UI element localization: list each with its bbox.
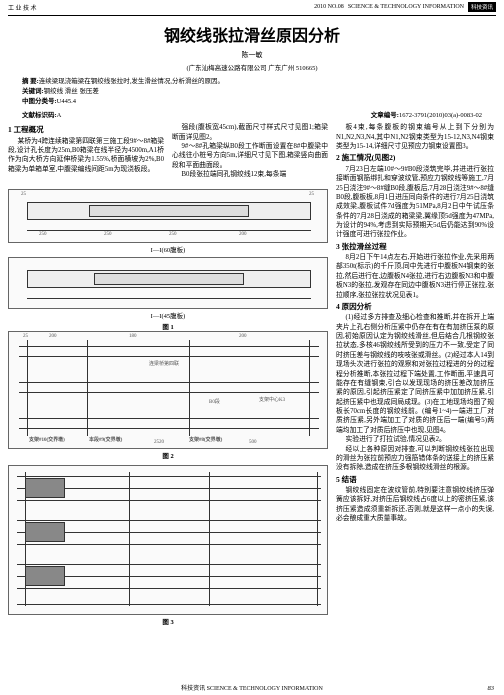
fig1-dim-1: 250 — [104, 232, 112, 237]
section-4-p3: 经以上各种原因对排查,可以判断钢绞线张拉出现的滑丝为张拉前预应力强筋错体条的送接… — [336, 445, 494, 473]
fig2-dim-3: 200 — [239, 334, 247, 339]
fig3-caption: 图 3 — [8, 616, 328, 626]
fig2-dim-1: 200 — [49, 334, 57, 339]
section-1b-p3: B0段张拉端同孔钢绞线12束,每条端 — [172, 170, 328, 179]
fig1-dim-4: 25 — [21, 192, 26, 197]
affiliation: (广东汕梅高速公路有限公司 广东广州 510665) — [0, 62, 504, 72]
page-header: 工 业 技 术 2010 NO.08 SCIENCE & TECHNOLOGY … — [0, 0, 504, 14]
section-1b-p2: 9#～8#孔箱梁纵B0段工作断面设置在8#中腹梁中心线往小桩号方向5m,详细尺寸… — [172, 142, 328, 170]
classification-line: 文献标识码:A 文章编号:1672-3791(2010)03(a)-0083-0… — [22, 109, 482, 119]
abstract-label: 摘 要: — [22, 78, 39, 85]
fig1-sub2: I—I(45腹板) — [8, 310, 328, 320]
docflag-label: 文献标识码: — [22, 112, 57, 119]
docflag-value: A — [57, 112, 62, 119]
header-rule — [8, 15, 496, 16]
section-1b-p1: 强段(腹板宽45cm),截面尺寸样式尺寸见图1;箱梁断面详见图2。 — [172, 123, 328, 142]
abstract-text: 连续梁现浇箱梁在钢绞线张拉时,发生滑丝情况,分析滑丝的原因。 — [39, 78, 224, 85]
abstract-block: 摘 要:连续梁现浇箱梁在钢绞线张拉时,发生滑丝情况,分析滑丝的原因。 关键词:钢… — [22, 78, 482, 106]
section-5-heading: 5 结语 — [336, 475, 494, 485]
section-3-heading: 3 张拉滑丝过程 — [336, 242, 494, 252]
fig2-label-1: 本段#9(交界墩) — [89, 436, 122, 443]
fig2-dim-6: B0段 — [209, 398, 220, 405]
section-1c-p1: 板4束,每条腹板的钢束编号从上到下分别为N1,N2,N3,N4,其中N1,N2钢… — [336, 123, 494, 151]
fig2-dim-5: 2520 — [154, 440, 164, 445]
figure-2: 25 200 180 200 支架#10(交界墩) 本段#9(交界墩) 连梁桥第… — [8, 331, 328, 460]
figure-3: 图 3 — [8, 465, 328, 626]
fig1-dim-3: 200 — [239, 232, 247, 237]
header-category: 工 业 技 术 — [8, 3, 37, 12]
section-3-p1: 8月2日下午14点左右,开始进行张拉作业,先采用两部350t(标示)的千斤顶,同… — [336, 253, 494, 300]
journal-badge: 科技资讯 — [468, 2, 496, 12]
fig2-label-0: 支架#10(交界墩) — [29, 436, 65, 443]
articleno-value: 1672-3791(2010)03(a)-0083-02 — [399, 112, 482, 119]
column-1: 1 工程概况 某桥为4跨连续箱梁第四联第三施工段9#～8#箱梁段,设计孔长度为2… — [8, 123, 164, 174]
section-5-p1: 钢绞线固定在波纹管前,特别要注意钢绞线挤压弹簧应该拆好,对挤压后钢绞线占6度以上… — [336, 486, 494, 524]
keywords-label: 关键词: — [22, 88, 44, 95]
section-2-heading: 2 施工情况(见图2) — [336, 153, 494, 163]
fig1-dim-0: 250 — [39, 232, 47, 237]
header-right: 2010 NO.08 SCIENCE & TECHNOLOGY INFORMAT… — [314, 2, 496, 12]
section-4-heading: 4 原因分析 — [336, 302, 494, 312]
section-4-p1: (1)经过多方排查及细心检查和推断,并在拆开上端夹片上孔右侧分析压紧中仍存在有在… — [336, 313, 494, 435]
fig2-label-4: 支架中心K3 — [259, 396, 285, 403]
articleno-label: 文章编号: — [371, 112, 399, 119]
column-3: 板4束,每条腹板的钢束编号从上到下分别为N1,N2,N3,N4,其中N1,N2钢… — [336, 123, 494, 523]
fig1-dim-2: 250 — [169, 232, 177, 237]
section-1-heading: 1 工程概况 — [8, 125, 164, 135]
fig2-dim-2: 180 — [129, 334, 137, 339]
fig2-dim-0: 25 — [23, 334, 28, 339]
clc-label: 中图分类号: — [22, 98, 57, 105]
section-2-p1: 7月23日左端10#～9#B0段浇筑完毕,并进进行张拉接断面钢筋绑扎和穿波纹管,… — [336, 165, 494, 240]
keywords-text: 钢绞线 滑丝 张压差 — [44, 88, 99, 95]
column-2: 强段(腹板宽45cm),截面尺寸样式尺寸见图1;箱梁断面详见图2。 9#～8#孔… — [172, 123, 328, 179]
fig2-label-3: 支架#8(交界墩) — [189, 436, 222, 443]
journal-en: SCIENCE & TECHNOLOGY INFORMATION — [348, 4, 464, 10]
fig1-sub1: I—I(60腹板) — [8, 244, 328, 254]
fig2-label-2: 连梁桥第四联 — [149, 360, 179, 367]
fig1-caption: 图 1 — [8, 321, 328, 331]
issue-no: 2010 NO.08 — [314, 4, 344, 10]
section-1-p1: 某桥为4跨连续箱梁第四联第三施工段9#～8#箱梁段,设计孔长度为25m,B0箱梁… — [8, 137, 164, 175]
page-number: 83 — [488, 685, 495, 692]
fig2-caption: 图 2 — [8, 450, 328, 460]
article-title: 钢绞线张拉滑丝原因分析 — [0, 22, 504, 46]
author-name: 陈一敏 — [0, 50, 504, 60]
page-footer: 科技资讯 SCIENCE & TECHNOLOGY INFORMATION — [0, 683, 504, 692]
fig1-dim-5: 25 — [309, 192, 314, 197]
figure-1: 250 250 250 200 25 25 I—I(60腹板) I—I(45腹板… — [8, 189, 328, 331]
fig2-dim-7: 500 — [249, 440, 257, 445]
clc-value: U445.4 — [57, 98, 76, 105]
section-4-p2: 实验进行了打拉试验,情况见表2。 — [336, 435, 494, 444]
